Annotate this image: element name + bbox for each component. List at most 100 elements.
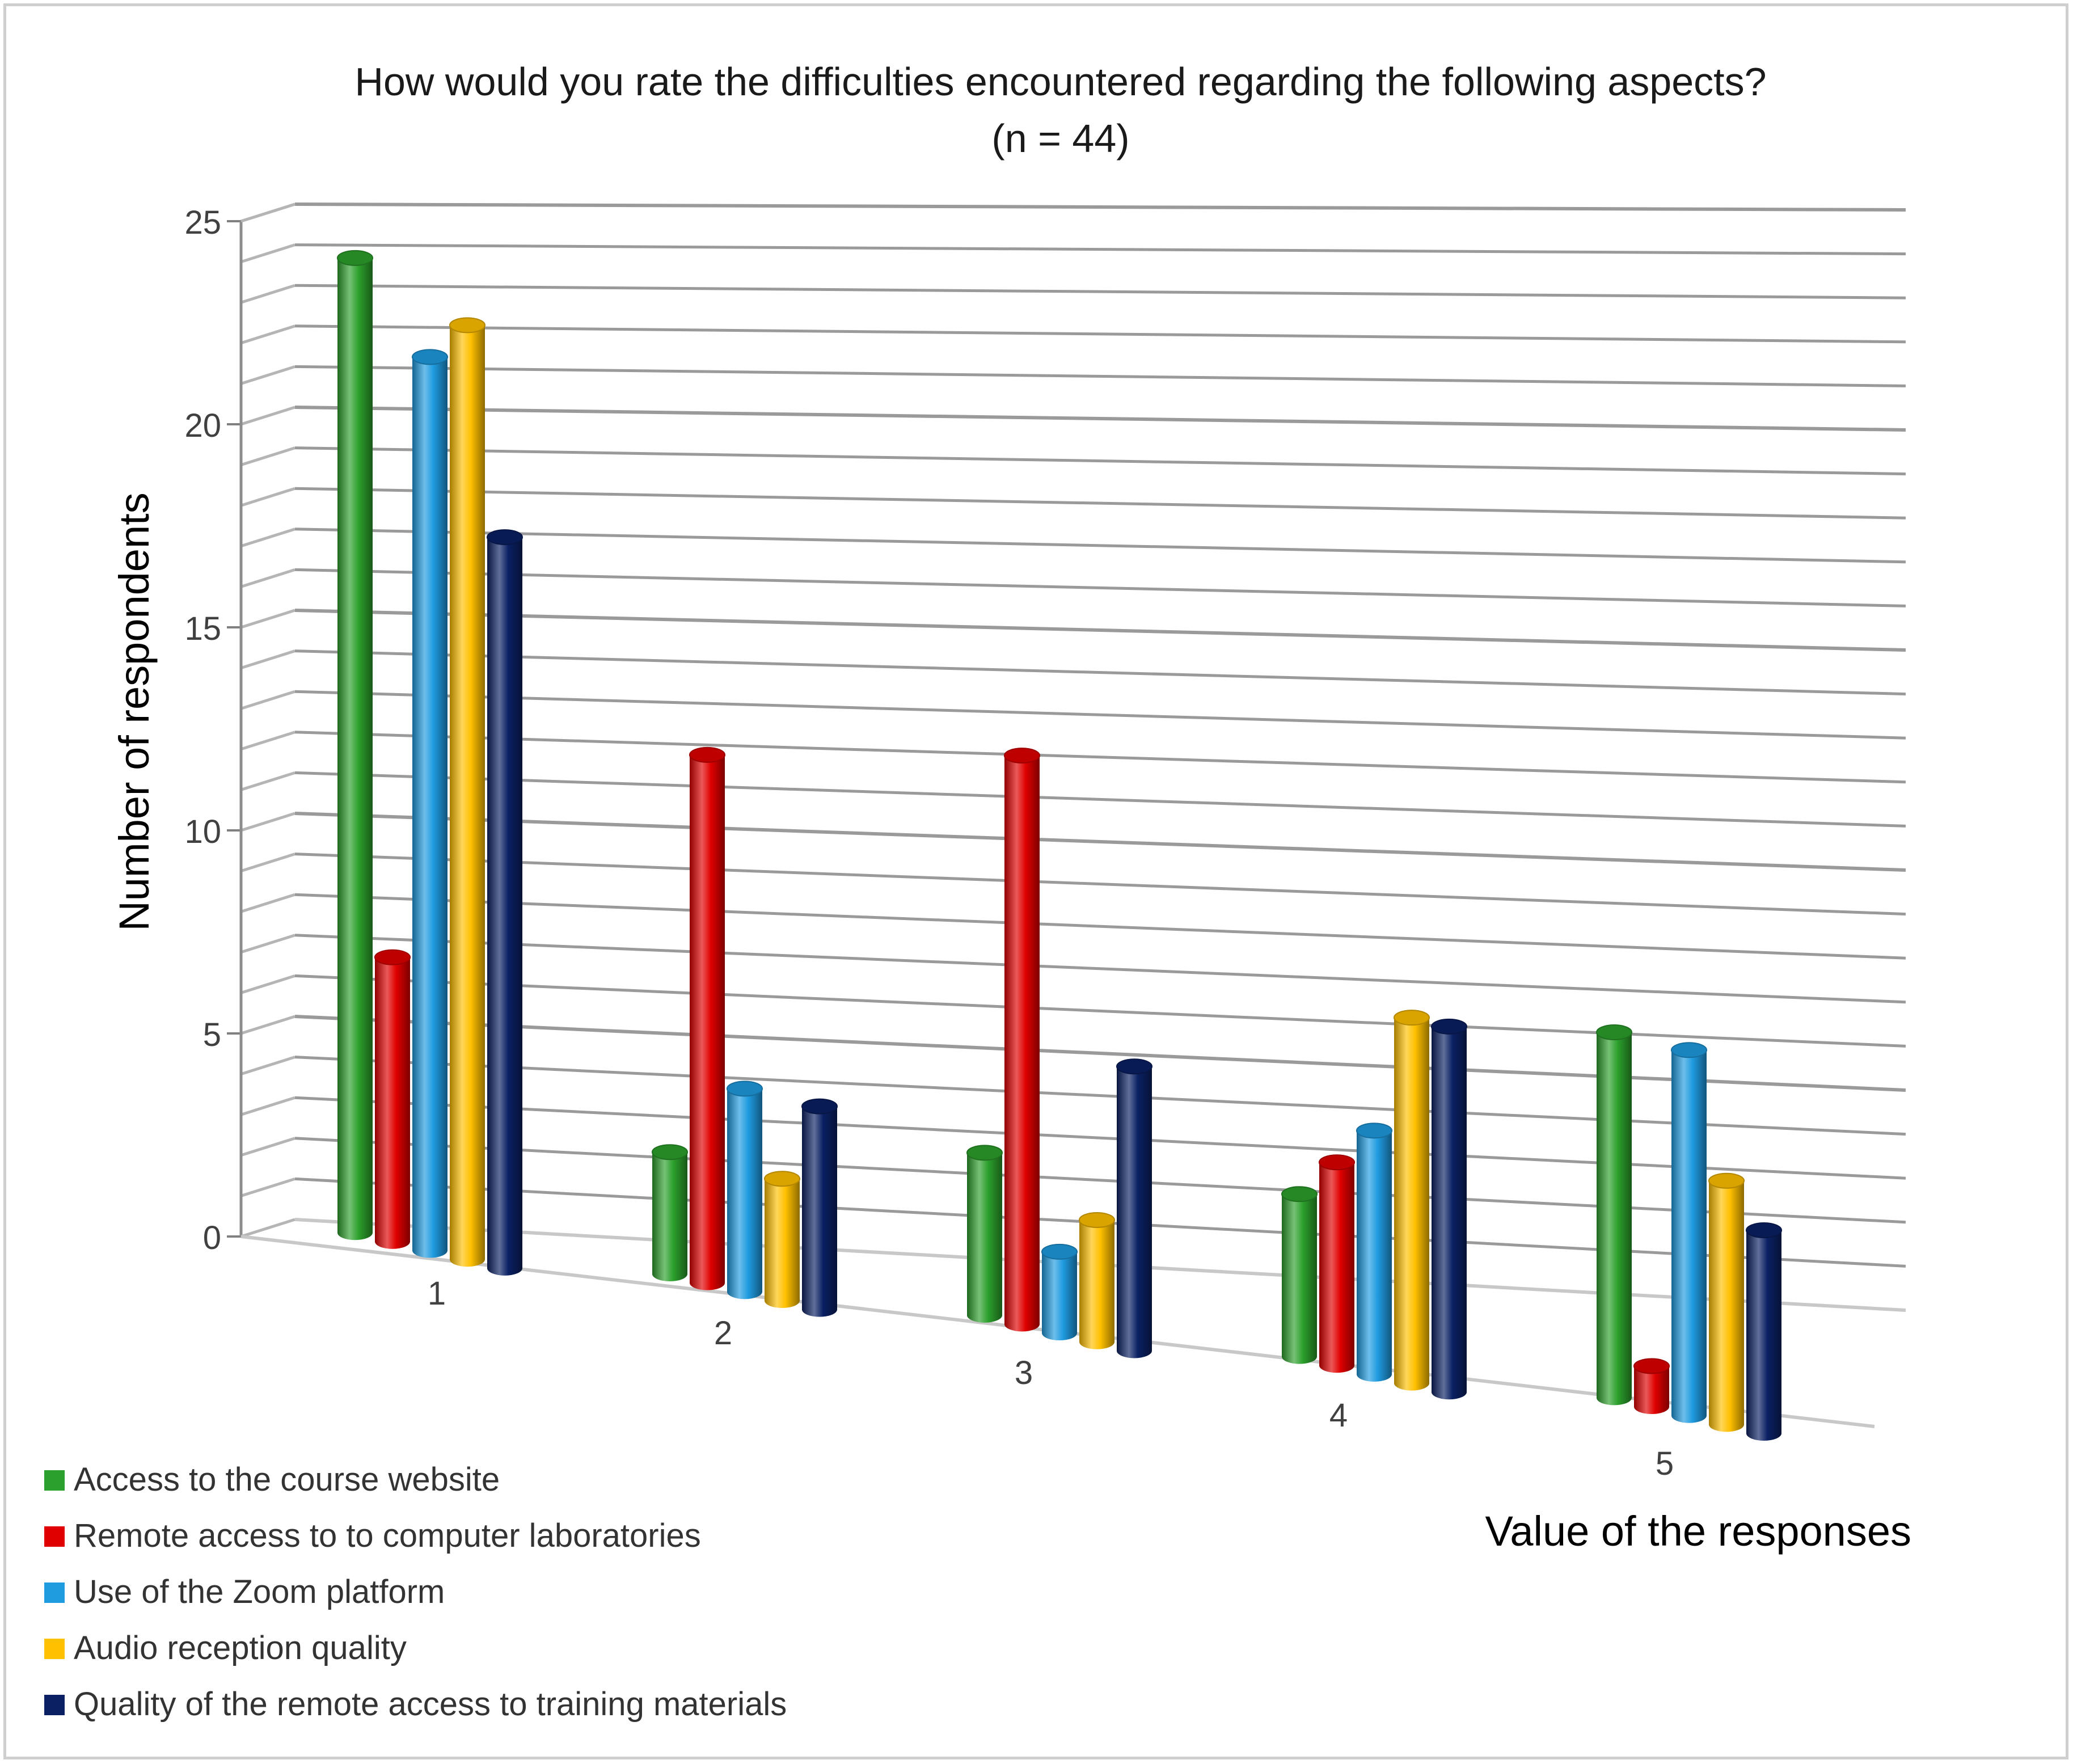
bar-cap [764,1171,800,1187]
legend-item: Access to the course website [44,1461,500,1498]
legend-swatch [44,1582,65,1603]
gridlines [227,202,1906,1312]
x-tick-label: 3 [1015,1354,1033,1391]
bar-body [1746,1230,1781,1441]
wall-top-edge [240,202,295,223]
bar [1633,1358,1670,1415]
legend-label: Audio reception quality [74,1630,407,1666]
bar [1708,1172,1745,1432]
bar-body [727,1088,762,1299]
bar-cap [337,250,373,266]
bar [689,746,725,1290]
bar-body [337,258,373,1240]
bar-cap [1281,1186,1318,1202]
legend-label: Remote access to to computer laboratorie… [74,1517,701,1554]
legend-item: Audio reception quality [44,1630,407,1666]
bar-body [1634,1366,1669,1415]
bar-body [1117,1066,1152,1358]
chart-subtitle: (n = 44) [991,116,1129,161]
legend-swatch [44,1526,65,1547]
bar [412,349,448,1258]
bar [1746,1222,1782,1441]
chart-title: How would you rate the difficulties enco… [354,60,1766,104]
bar [966,1145,1003,1323]
y-axis-title: Number of respondents [111,492,158,931]
bar-cap [449,317,485,334]
bar-cap [1394,1010,1430,1026]
legend-label: Access to the course website [74,1461,500,1498]
bar [1319,1154,1355,1373]
bar [1004,748,1040,1332]
bar [1671,1042,1707,1423]
bar [801,1098,838,1317]
bar-cap [1633,1358,1670,1374]
bar [1431,1018,1467,1400]
y-tick-label: 25 [184,204,221,241]
bar-cap [1596,1024,1632,1040]
legend-swatch [44,1639,65,1659]
bar-body [1042,1251,1077,1341]
x-axis-title: Value of the responses [1485,1508,1911,1555]
bar [1356,1122,1392,1382]
x-tick-label: 5 [1656,1445,1674,1482]
bar-body [1432,1026,1467,1400]
bar-cap [1079,1212,1115,1228]
x-tick-labels: 1 2 3 4 5 [428,1275,1674,1482]
bar-body [487,537,522,1276]
legend: Access to the course website Remote acces… [44,1461,787,1723]
y-tick-label: 20 [184,407,221,444]
bar-body [1079,1219,1114,1349]
bar [1079,1212,1115,1349]
legend-item: Remote access to to computer laboratorie… [44,1517,701,1554]
bar-body [652,1152,687,1282]
bar-body [412,357,447,1258]
bar-cap [1004,748,1040,764]
bar-body [1394,1018,1429,1391]
bar [652,1144,688,1282]
y-tick-label: 15 [184,610,221,647]
y-tick-labels: 0 5 10 15 20 25 [184,204,221,1256]
bar-body [967,1153,1002,1323]
bar [1116,1058,1152,1358]
bar-cap [374,949,411,965]
bar-cap [1671,1042,1707,1058]
bar [449,317,485,1267]
bar-cap [1746,1222,1782,1239]
bar-body [690,754,725,1290]
bar-cap [1319,1154,1355,1171]
legend-swatch [44,1695,65,1715]
bar-body [375,957,410,1249]
bar-cap [689,746,725,763]
legend-item: Use of the Zoom platform [44,1573,445,1610]
bar-body [1357,1130,1392,1382]
legend-item: Quality of the remote access to training… [44,1686,787,1723]
bar-body [765,1179,800,1308]
bar-body [1597,1032,1632,1406]
bar-cap [1116,1058,1152,1075]
bar-cap [412,349,448,365]
bar-body [1671,1050,1707,1423]
legend-label: Use of the Zoom platform [74,1573,445,1610]
bar-cap [1356,1122,1392,1139]
bar [1596,1024,1632,1406]
bar-cap [487,529,523,546]
bar [727,1081,763,1299]
bar-body [1282,1194,1317,1364]
bar-cap [727,1081,763,1097]
bar [1281,1186,1318,1364]
y-tick-label: 10 [184,813,221,850]
bar [1394,1010,1430,1391]
bar-body [450,325,485,1267]
y-tick-label: 5 [203,1016,221,1053]
bar-cap [1041,1243,1078,1260]
bar-body [802,1106,837,1317]
y-tick-label: 0 [203,1219,221,1256]
bar-body [1004,756,1040,1332]
bar [374,949,411,1249]
bar-cap [801,1098,838,1115]
x-tick-label: 1 [428,1275,446,1312]
bar-cap [966,1145,1003,1161]
bar-cap [652,1144,688,1160]
x-tick-label: 2 [714,1315,732,1352]
